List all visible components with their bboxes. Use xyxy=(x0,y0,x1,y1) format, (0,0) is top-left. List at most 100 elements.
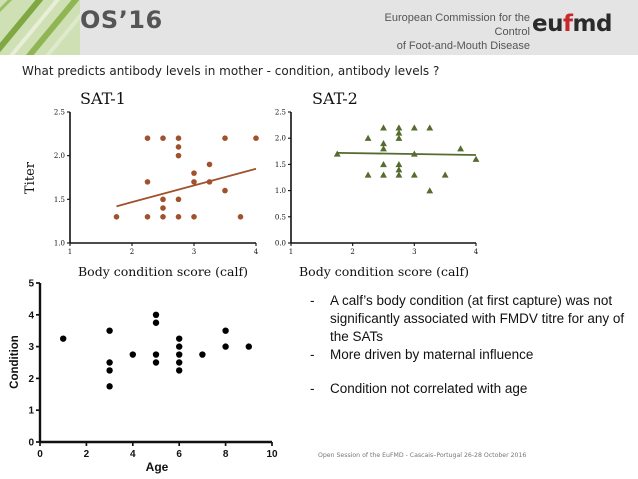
y-tick-label: 5 xyxy=(28,279,34,290)
eufmd-logo: eufmd xyxy=(532,11,612,37)
y-tick-label: 1.5 xyxy=(54,196,65,204)
data-point xyxy=(175,214,182,220)
chart-title: SAT-2 xyxy=(312,89,358,108)
x-tick-label: 10 xyxy=(266,449,278,460)
data-point xyxy=(222,187,228,194)
data-point xyxy=(176,343,183,350)
x-axis-label: Body condition score (calf) xyxy=(78,264,248,279)
data-point xyxy=(206,179,213,185)
data-point xyxy=(380,161,387,168)
data-point xyxy=(410,124,418,131)
y-tick-label: 2.0 xyxy=(275,135,286,143)
data-point xyxy=(395,171,403,178)
sat1-titer-scatter-chart: SAT-1 1.0 1.5 2.0 2.5 1 2 3 4 Body condition scor… xyxy=(23,89,259,279)
data-point xyxy=(222,327,229,334)
y-tick-label: 1 xyxy=(28,406,34,417)
data-point xyxy=(175,152,182,159)
x-tick-label: 2 xyxy=(130,248,134,256)
data-point xyxy=(176,351,183,358)
data-point xyxy=(106,327,113,334)
data-point xyxy=(176,359,183,366)
x-tick-label: 1 xyxy=(68,248,72,256)
data-point xyxy=(152,359,160,366)
data-point xyxy=(333,150,341,157)
x-tick-label: 8 xyxy=(223,449,229,460)
data-point xyxy=(144,135,151,141)
data-point xyxy=(472,155,480,162)
x-axis-label: Body condition score (calf) xyxy=(299,264,469,279)
y-tick-label: 4 xyxy=(28,310,34,321)
data-point xyxy=(175,196,182,203)
organization-line-1: European Commission for the Control xyxy=(384,12,530,38)
y-tick-label: 0 xyxy=(28,438,34,449)
x-axis-label: Age xyxy=(146,460,169,474)
data-point xyxy=(206,161,213,168)
data-point xyxy=(395,166,403,173)
data-point xyxy=(410,171,418,178)
data-point xyxy=(364,134,372,141)
logo-prefix: eu xyxy=(532,11,563,37)
logo-suffix: md xyxy=(572,11,613,37)
header-banner: OS’16 European Commission for the Contro… xyxy=(0,0,638,55)
y-tick-label: 2.5 xyxy=(275,108,286,116)
data-point xyxy=(380,124,387,131)
finding-item: Condition not correlated with age xyxy=(306,380,626,398)
data-point xyxy=(160,196,166,203)
data-point xyxy=(410,150,418,157)
y-tick-label: 1.5 xyxy=(275,161,286,169)
data-point xyxy=(222,135,228,141)
event-title: OS’16 xyxy=(80,6,163,34)
x-tick-label: 2 xyxy=(84,449,90,460)
chart-title: SAT-1 xyxy=(80,89,126,108)
slide-question: What predicts antibody levels in mother … xyxy=(22,64,440,78)
y-tick-label: 2 xyxy=(28,374,34,385)
regression-line xyxy=(116,167,257,208)
y-tick-label: 1.0 xyxy=(275,187,286,195)
data-point xyxy=(253,135,259,141)
logo-accent: f xyxy=(562,11,573,37)
data-point xyxy=(191,214,197,220)
data-point xyxy=(144,214,151,220)
finding-item: A calf’s body condition (at first captur… xyxy=(306,292,626,346)
data-point xyxy=(395,129,403,136)
organization-line-2: of Foot-and-Mouth Disease xyxy=(396,40,530,52)
decorative-stripes xyxy=(0,0,80,55)
y-tick-label: 0.0 xyxy=(275,239,286,247)
data-point xyxy=(175,135,182,141)
y-tick-label: 1.0 xyxy=(54,239,65,247)
data-point xyxy=(106,367,113,374)
y-tick-label: 0.5 xyxy=(275,213,286,221)
data-point xyxy=(395,161,403,168)
data-point xyxy=(395,124,403,131)
y-tick-label: 3 xyxy=(28,342,34,353)
y-tick-label: 2.0 xyxy=(54,152,65,160)
data-point xyxy=(176,335,183,342)
organization-name: European Commission for the Control of F… xyxy=(380,11,530,53)
data-point xyxy=(395,134,403,141)
data-point xyxy=(160,205,166,211)
data-point xyxy=(160,214,166,220)
data-point xyxy=(152,311,160,318)
data-point xyxy=(191,170,197,176)
x-tick-label: 0 xyxy=(37,449,43,460)
data-point xyxy=(60,335,67,342)
data-point xyxy=(380,140,387,147)
x-tick-label: 4 xyxy=(474,248,479,256)
data-point xyxy=(160,135,166,141)
condition-age-scatter-chart: 0 1 2 3 4 5 0 2 4 6 8 10 Age Condition xyxy=(9,279,278,475)
data-point xyxy=(380,145,387,152)
sat2-titer-scatter-chart: SAT-2 0.0 0.5 1.0 1.5 2.0 2.5 1 2 3 4 Body conditio… xyxy=(275,89,480,279)
data-point xyxy=(237,214,244,220)
y-tick-label: 2.5 xyxy=(54,108,65,116)
data-point xyxy=(129,351,136,358)
data-point xyxy=(426,187,434,194)
findings-list: A calf’s body condition (at first captur… xyxy=(306,292,626,398)
x-tick-label: 4 xyxy=(130,449,136,460)
data-point xyxy=(113,214,120,220)
data-point xyxy=(364,171,372,178)
x-tick-label: 4 xyxy=(254,248,259,256)
footer-note: Open Session of the EuFMD - Cascais–Port… xyxy=(318,452,527,459)
x-tick-label: 1 xyxy=(289,248,293,256)
data-point xyxy=(199,351,206,358)
data-point xyxy=(441,171,449,178)
